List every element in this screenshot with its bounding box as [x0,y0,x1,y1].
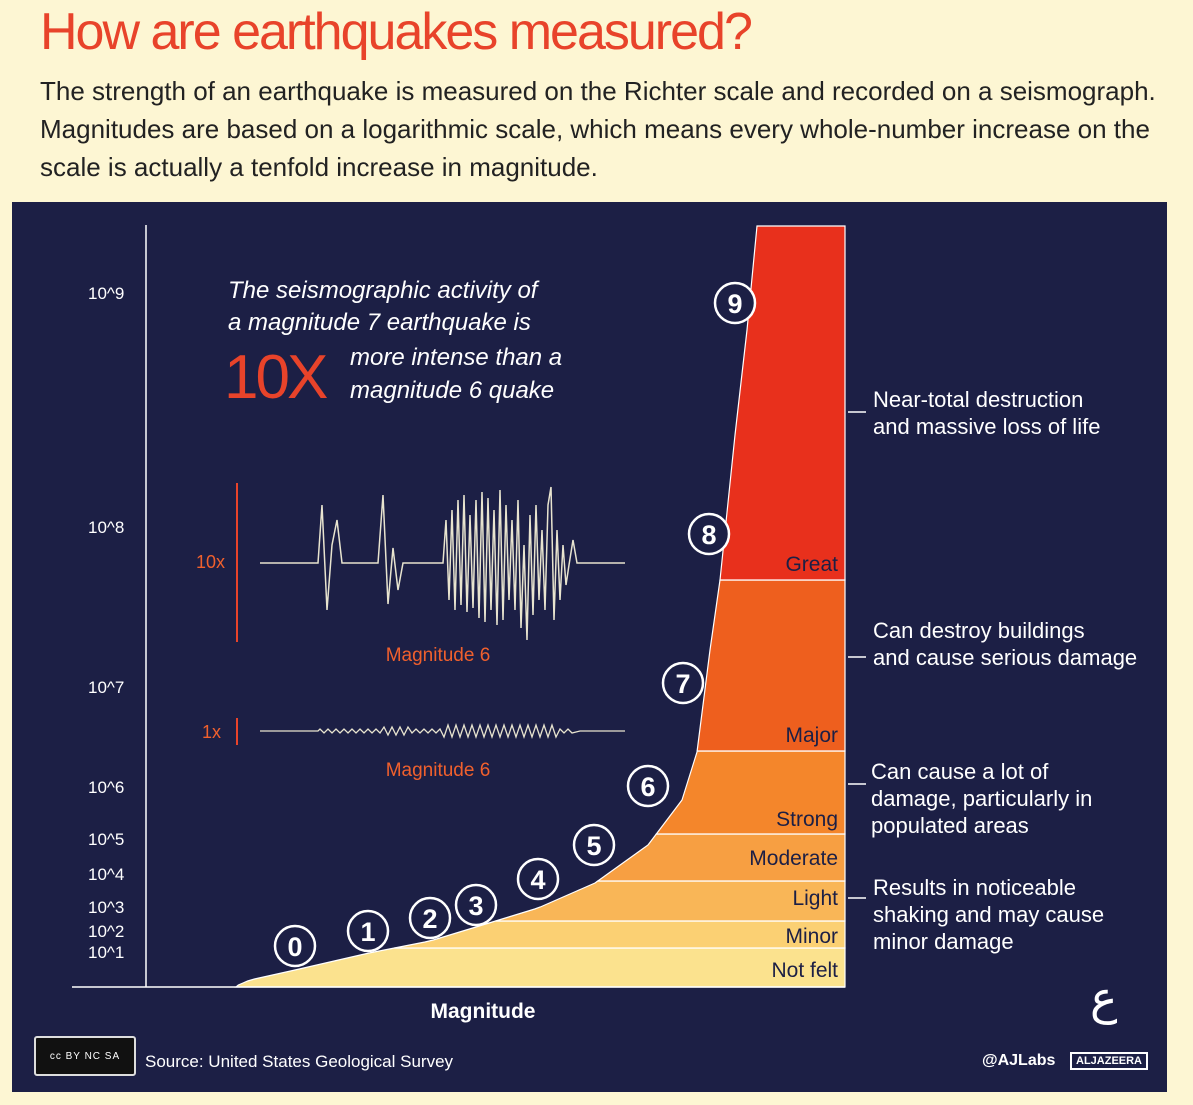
y-tick-label: 10^2 [88,922,124,941]
damage-description: Can destroy buildings and cause serious d… [873,618,1137,670]
marker-label: 0 [287,932,302,962]
magnitude-marker-8: 8 [687,512,731,556]
marker-label: 1 [360,917,375,947]
marker-circle [454,883,498,927]
annotation: The seismographic activity of a magnitud… [224,277,562,412]
wave-magnitude-6: 1x Magnitude 6 [202,718,625,781]
wave7-trace [260,486,625,641]
wave6-label: Magnitude 6 [386,760,491,781]
marker-circle [626,764,670,808]
wave7-scale: 10x [196,552,225,572]
damage-description: Near-total destruction and massive loss o… [873,387,1100,439]
magnitude-marker-3: 3 [454,883,498,927]
magnitude-marker-4: 4 [516,857,560,901]
y-tick-label: 10^5 [88,830,124,849]
band-not-felt [234,947,846,988]
x-axis-label: Magnitude [431,1000,536,1023]
band-label: Not felt [771,959,838,982]
magnitude-marker-2: 2 [408,896,452,940]
page-subtitle: The strength of an earthquake is measure… [40,76,1156,182]
y-tick-labels: 10^1 10^2 10^3 10^4 10^5 10^6 10^7 10^8 10^9 [88,284,124,962]
band-label: Moderate [749,847,838,870]
magnitude-bands [234,225,846,988]
marker-circle [572,823,616,867]
y-tick-label: 10^7 [88,678,124,697]
band-labels: Not felt Minor Light Moderate Strong Major Gre… [749,553,838,982]
marker-label: 2 [422,904,437,934]
magnitude-marker-1: 1 [346,909,390,953]
marker-label: 3 [468,891,483,921]
band-light [495,880,846,922]
y-tick-label: 10^8 [88,518,124,537]
magnitude-marker-6: 6 [626,764,670,808]
damage-descriptions: Near-total destruction and massive loss o… [848,387,1137,954]
damage-description: Can cause a lot of damage, particularly i… [871,759,1092,838]
band-major [696,579,846,752]
marker-label: 8 [701,520,716,550]
aljazeera-wordmark: ALJAZEERA [1070,1052,1149,1070]
annotation-line1: The seismographic activity of [228,277,540,304]
marker-circle [516,857,560,901]
band-minor [394,920,846,949]
magnitude-marker-7: 7 [661,661,705,705]
annotation-line3: more intense than a [350,344,562,371]
y-tick-label: 10^9 [88,284,124,303]
annotation-big: 10X [224,343,328,412]
page-title: How are earthquakes measured? [40,3,753,61]
aj-handle: @AJLabs [982,1052,1056,1069]
band-moderate [595,833,846,882]
band-strong [655,750,846,835]
band-label: Minor [785,925,838,948]
band-label: Strong [776,808,838,831]
marker-label: 4 [530,865,545,895]
source-note: Source: United States Geological Survey [145,1052,454,1071]
band-label: Great [785,553,838,576]
wave6-trace [260,722,625,740]
marker-circle [687,512,731,556]
magnitude-markers: 0 1 2 3 4 5 6 7 8 9 [273,281,757,968]
marker-circle [713,281,757,325]
axes [72,225,845,988]
annotation-line4: magnitude 6 quake [350,377,554,404]
band-label: Major [785,724,838,747]
aljazeera-logo-icon: ع [1090,972,1118,1024]
marker-label: 6 [640,772,655,802]
band-great [719,225,846,581]
magnitude-marker-5: 5 [572,823,616,867]
cc-license-icon: cc BY NC SA [34,1036,136,1076]
magnitude-marker-9: 9 [713,281,757,325]
marker-circle [408,896,452,940]
marker-circle [661,661,705,705]
wave7-label: Magnitude 6 [386,645,491,666]
y-tick-label: 10^1 [88,943,124,962]
marker-label: 9 [727,289,742,319]
wave6-scale: 1x [202,722,221,742]
band-label: Light [792,887,838,910]
y-tick-label: 10^4 [88,865,124,884]
y-tick-label: 10^6 [88,778,124,797]
marker-circle [346,909,390,953]
marker-label: 7 [675,669,690,699]
damage-description: Results in noticeable shaking and may cau… [873,875,1104,954]
magnitude-marker-0: 0 [273,924,317,968]
wave-magnitude-7: 10x Magnitude 6 [196,483,625,666]
annotation-line2: a magnitude 7 earthquake is [228,309,531,336]
marker-label: 5 [586,831,601,861]
marker-circle [273,924,317,968]
y-tick-label: 10^3 [88,898,124,917]
